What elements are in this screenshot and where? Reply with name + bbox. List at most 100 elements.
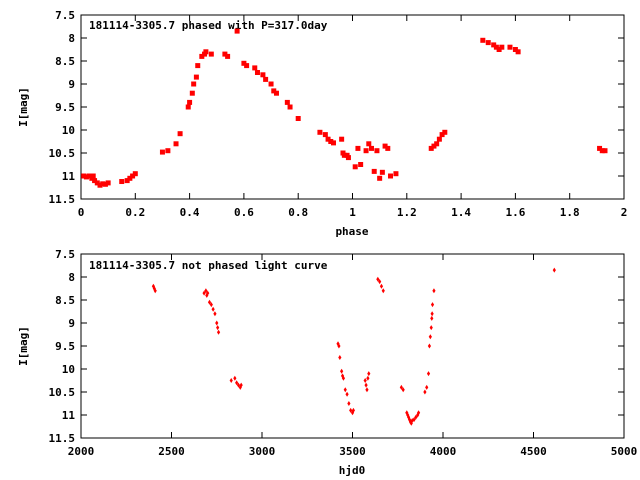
- data-point: [191, 81, 197, 87]
- data-point: [343, 387, 347, 393]
- data-point: [338, 355, 342, 360]
- data-point: [388, 173, 394, 179]
- data-point: [376, 276, 380, 282]
- data-point: [439, 132, 445, 138]
- y-tick-label: 7.5: [55, 248, 75, 261]
- data-point: [92, 178, 98, 184]
- data-point: [377, 175, 383, 181]
- data-point: [347, 401, 351, 406]
- data-point: [124, 178, 130, 184]
- data-point: [430, 315, 434, 321]
- data-point: [193, 74, 199, 80]
- x-tick-label: 1.6: [505, 206, 525, 219]
- x-axis-title: phase: [335, 225, 368, 238]
- data-point: [100, 181, 106, 187]
- data-point: [295, 116, 301, 121]
- data-point: [241, 60, 247, 66]
- data-point: [322, 132, 328, 138]
- data-point: [83, 174, 89, 180]
- data-point: [119, 179, 125, 185]
- data-point: [222, 51, 228, 57]
- data-point: [235, 380, 239, 386]
- data-point: [366, 375, 370, 381]
- data-point: [364, 382, 368, 388]
- x-tick-label: 2500: [158, 445, 185, 458]
- data-point: [349, 407, 353, 413]
- data-point: [239, 382, 243, 388]
- unphased-chart: 181114-3305.7 not phased light curve hjd…: [17, 248, 637, 477]
- data-point: [363, 378, 367, 383]
- data-point: [268, 81, 274, 87]
- data-point: [423, 389, 427, 395]
- data-point: [177, 131, 183, 137]
- data-point: [382, 143, 388, 149]
- data-point: [552, 267, 556, 273]
- y-tick-label: 11.5: [49, 432, 76, 445]
- data-point: [369, 145, 375, 151]
- data-point: [236, 382, 241, 388]
- data-point: [436, 136, 442, 142]
- x-tick-label: 0.6: [234, 206, 254, 219]
- data-point: [341, 152, 347, 158]
- data-point: [430, 311, 434, 317]
- data-point: [339, 136, 345, 142]
- data-point: [496, 47, 502, 52]
- data-point: [416, 412, 420, 418]
- data-points: [151, 267, 556, 426]
- y-tick-label: 9: [68, 78, 75, 91]
- data-point: [432, 288, 436, 294]
- data-point: [206, 290, 210, 296]
- x-tick-label: 0.8: [288, 206, 308, 219]
- data-point: [165, 148, 171, 154]
- data-point: [499, 44, 505, 50]
- data-point: [442, 129, 448, 135]
- data-point: [207, 299, 212, 305]
- y-axis-title: I[mag]: [17, 326, 30, 366]
- data-point: [97, 182, 103, 188]
- data-point: [345, 391, 349, 397]
- data-point: [202, 290, 206, 296]
- data-point: [216, 329, 221, 335]
- y-axis-title: I[mag]: [17, 87, 30, 127]
- y-tick-label: 8.5: [55, 55, 75, 68]
- x-tick-label: 1.8: [560, 206, 580, 219]
- data-point: [405, 410, 409, 416]
- y-tick-label: 8.5: [55, 294, 75, 307]
- data-point: [425, 384, 429, 390]
- y-tick-label: 9.5: [55, 340, 75, 353]
- y-tick-label: 11: [62, 170, 76, 183]
- data-point: [229, 378, 233, 383]
- data-point: [195, 63, 201, 69]
- data-point: [86, 173, 92, 179]
- x-tick-label: 1.4: [451, 206, 471, 219]
- data-point: [325, 136, 331, 142]
- data-point: [427, 343, 432, 349]
- axis-ticks: 0 0.2 0.4 0.6 0.8 1 1.2 1.4 1.6 1.8 2 7.5 8 8.5 9 9.5 10…: [49, 9, 628, 219]
- chart-title: 181114-3305.7 not phased light curve: [89, 259, 328, 272]
- data-points: [81, 28, 608, 188]
- data-point: [393, 171, 399, 177]
- data-point: [105, 180, 111, 186]
- data-point: [102, 181, 108, 187]
- data-point: [407, 414, 411, 420]
- data-point: [406, 412, 410, 418]
- data-point: [287, 104, 293, 110]
- data-point: [416, 410, 421, 416]
- data-point: [204, 288, 208, 294]
- data-point: [187, 99, 193, 105]
- data-point: [127, 175, 133, 181]
- data-point: [480, 37, 486, 43]
- data-point: [284, 99, 290, 105]
- data-point: [199, 53, 205, 59]
- data-point: [371, 168, 377, 174]
- data-point: [355, 145, 361, 151]
- data-point: [225, 53, 231, 59]
- data-point: [429, 325, 433, 331]
- x-tick-label: 0: [78, 206, 85, 219]
- data-point: [130, 173, 136, 179]
- data-point: [81, 173, 87, 179]
- data-point: [512, 47, 518, 52]
- data-point: [515, 49, 521, 55]
- data-point: [381, 288, 385, 294]
- data-point: [430, 302, 435, 308]
